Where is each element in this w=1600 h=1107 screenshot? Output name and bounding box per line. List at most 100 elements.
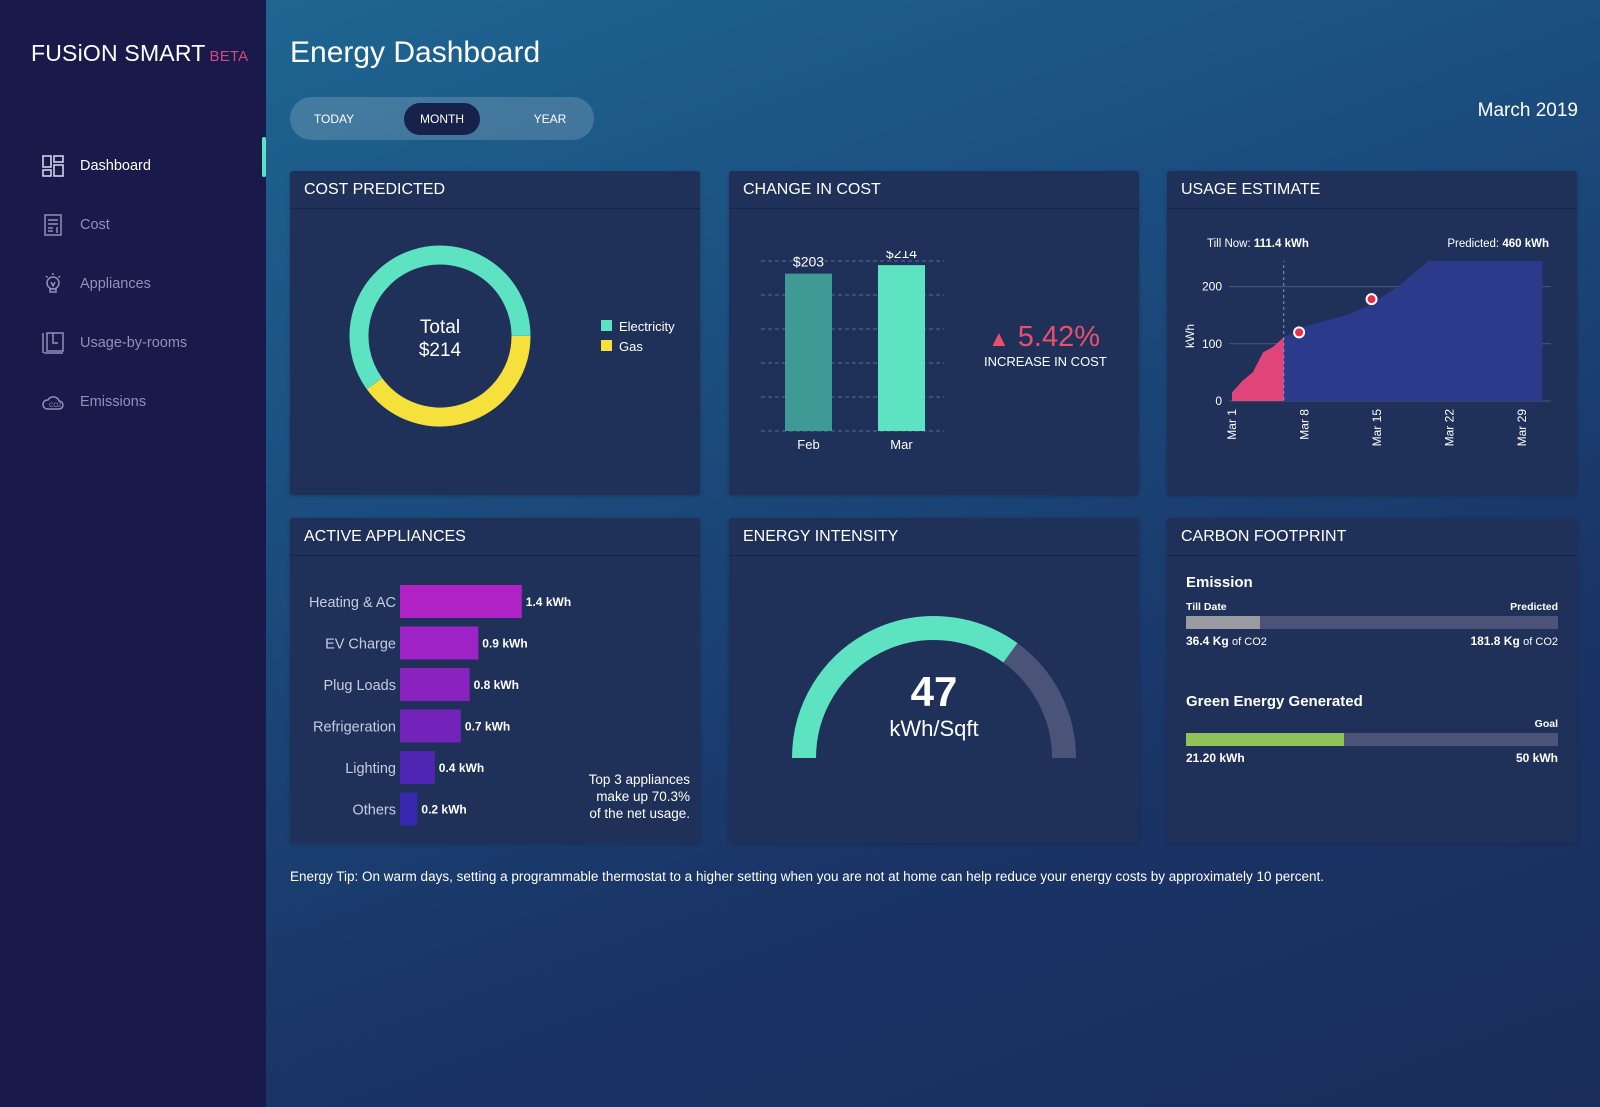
sidebar-item-appliances[interactable]: Appliances — [0, 254, 266, 313]
note-line: of the net usage. — [589, 806, 690, 821]
sidebar-item-usage-by-rooms[interactable]: Usage-by-rooms — [0, 313, 266, 372]
intensity-value: 47 — [910, 668, 958, 715]
sidebar-item-dashboard[interactable]: Dashboard — [0, 136, 266, 195]
label: Predicted: — [1447, 238, 1500, 250]
value: 181.8 Kg — [1470, 634, 1520, 648]
green-energy-progress-fill — [1186, 733, 1344, 746]
green-energy-value: 21.20 kWh — [1186, 751, 1245, 765]
sidebar-item-label: Emissions — [80, 393, 147, 410]
y-tick-label: Others — [352, 803, 396, 819]
x-tick-label: Mar 22 — [1442, 409, 1456, 447]
donut-slice-electricity — [349, 245, 531, 390]
tab-year[interactable]: YEAR — [533, 111, 567, 126]
lightbulb-icon — [45, 272, 61, 293]
bar-data-label: 0.9 kWh — [482, 637, 527, 651]
bar-refrigeration — [400, 709, 461, 743]
bar-mar — [878, 265, 925, 431]
label: Till Now: — [1207, 238, 1251, 250]
gauge-fill — [792, 616, 1018, 759]
data-point — [1293, 326, 1306, 339]
emission-till-date: 36.4 Kg of CO2 — [1186, 634, 1267, 648]
emission-heading: Emission — [1186, 574, 1253, 591]
legend-label: Gas — [619, 339, 643, 354]
unit: of CO2 — [1523, 636, 1558, 648]
donut-center-value: $214 — [418, 340, 462, 361]
area-predicted — [1283, 261, 1543, 401]
active-appliances-card: ACTIVE APPLIANCES Heating & AC 1.4 kWh EV … — [290, 518, 700, 843]
bar-data-label: $214 — [886, 251, 917, 261]
legend-label: Electricity — [619, 319, 675, 334]
donut-slice-gas — [366, 335, 531, 427]
card-title: CHANGE IN COST — [729, 171, 1139, 209]
card-title: USAGE ESTIMATE — [1167, 171, 1577, 209]
value: 111.4 kWh — [1253, 238, 1309, 250]
co2-cloud-icon: CO2 — [42, 395, 64, 410]
svg-text:CO2: CO2 — [49, 403, 62, 409]
bar-feb — [785, 273, 832, 431]
tab-month[interactable]: MONTH — [404, 102, 480, 135]
y-tick-label: 200 — [1202, 280, 1222, 294]
goal-label: Goal — [1534, 718, 1558, 730]
y-tick-label: Refrigeration — [313, 720, 396, 736]
bar-ev-charge — [400, 626, 479, 660]
y-tick-label: EV Charge — [325, 637, 396, 653]
x-tick-label: Mar 8 — [1297, 409, 1311, 440]
change-in-cost-card: CHANGE IN COST $203 Feb $214 Mar ▲ 5.42% IN… — [729, 171, 1139, 495]
energy-intensity-card: ENERGY INTENSITY 47 kWh/Sqft — [729, 518, 1139, 843]
bar-others — [400, 792, 418, 826]
unit: of CO2 — [1232, 636, 1267, 648]
usage-estimate-card: USAGE ESTIMATE Till Now: 111.4 kWh Predi… — [1167, 171, 1577, 495]
predicted-label: Predicted: 460 kWh — [1447, 238, 1549, 250]
intensity-unit: kWh/Sqft — [889, 716, 979, 741]
till-now-label: Till Now: 111.4 kWh — [1207, 238, 1309, 250]
tab-today[interactable]: TODAY — [313, 111, 355, 126]
till-date-label: Till Date — [1186, 601, 1227, 613]
donut-legend: Electricity Gas — [601, 317, 675, 357]
predicted-label: Predicted — [1510, 601, 1558, 613]
x-tick-label: Feb — [797, 437, 819, 452]
x-tick-label: Mar — [890, 437, 913, 452]
dashboard-icon — [42, 154, 64, 177]
note-line: make up 70.3% — [596, 789, 690, 804]
card-title: CARBON FOOTPRINT — [1167, 518, 1577, 556]
sidebar-item-label: Appliances — [80, 275, 151, 292]
bar-data-label: 1.4 kWh — [526, 595, 571, 609]
beta-badge: BETA — [209, 48, 249, 65]
sidebar-item-label: Dashboard — [80, 157, 151, 174]
x-tick-label: Mar 29 — [1515, 409, 1529, 447]
cost-change-caption: INCREASE IN COST — [984, 354, 1107, 369]
gauge-track — [1003, 643, 1076, 759]
cost-bar-chart: $203 Feb $214 Mar — [761, 251, 944, 452]
sidebar-item-emissions[interactable]: CO2 Emissions — [0, 372, 266, 431]
card-title: ENERGY INTENSITY — [729, 518, 1139, 556]
emission-progress — [1186, 616, 1558, 629]
bar-data-label: 0.7 kWh — [465, 720, 510, 734]
appliances-bar-chart: Heating & AC 1.4 kWh EV Charge 0.9 kWh Plug … — [309, 585, 571, 826]
y-tick-label: Plug Loads — [323, 678, 396, 694]
value: 460 kWh — [1502, 238, 1549, 250]
sidebar-item-label: Cost — [80, 216, 110, 233]
legend-item-electricity: Electricity — [601, 317, 675, 337]
sidebar-item-cost[interactable]: Cost — [0, 195, 266, 254]
green-energy-heading: Green Energy Generated — [1186, 693, 1363, 710]
intensity-gauge — [792, 616, 1076, 759]
appliances-note: Top 3 appliances make up 70.3% of the ne… — [589, 771, 690, 822]
y-tick-label: Lighting — [345, 761, 396, 777]
data-point — [1365, 293, 1378, 306]
area-till-now — [1232, 337, 1284, 401]
logo: FUSiON SMART BETA — [31, 40, 248, 67]
up-triangle-icon: ▲ — [987, 326, 1010, 351]
donut-chart — [349, 245, 531, 427]
value: 36.4 Kg — [1186, 634, 1229, 648]
legend-item-gas: Gas — [601, 337, 675, 357]
card-title: ACTIVE APPLIANCES — [290, 518, 700, 556]
note-line: Top 3 appliances — [588, 772, 690, 787]
bar-lighting — [400, 751, 435, 784]
y-tick-label: Heating & AC — [309, 595, 396, 611]
donut-center-label: Total — [419, 317, 461, 338]
y-tick-label: 0 — [1215, 394, 1222, 408]
current-period: March 2019 — [1477, 100, 1578, 121]
carbon-footprint-card: CARBON FOOTPRINT Emission Till Date Predi… — [1167, 518, 1577, 843]
x-tick-label: Mar 1 — [1225, 409, 1239, 440]
